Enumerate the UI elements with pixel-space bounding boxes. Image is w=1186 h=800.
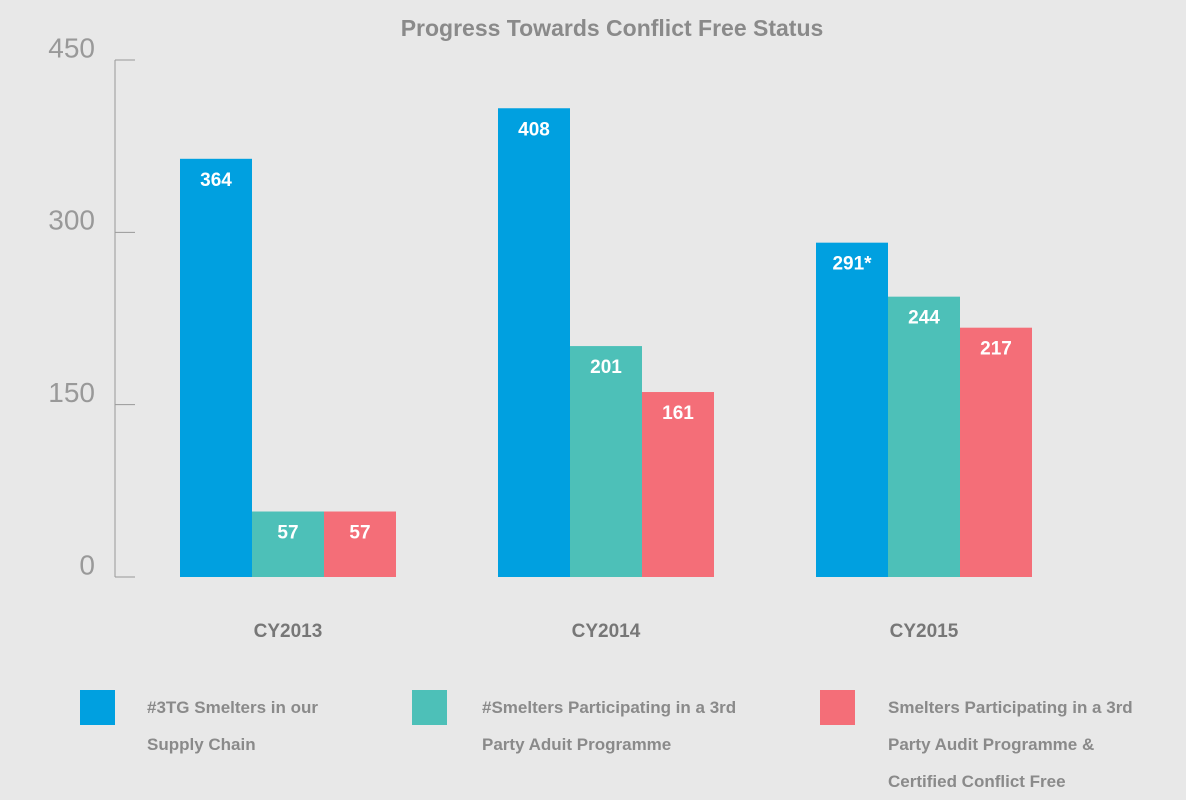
legend-swatch (80, 690, 115, 725)
bar (498, 108, 570, 578)
data-label: 291* (832, 254, 872, 275)
y-tick-label: 450 (48, 32, 95, 63)
data-label: 57 (349, 523, 370, 544)
bar (960, 327, 1032, 577)
bar (180, 158, 252, 577)
data-label: 201 (590, 357, 622, 378)
data-label: 217 (980, 339, 1012, 360)
data-label: 364 (200, 170, 232, 191)
bar (816, 242, 888, 577)
y-tick-label: 300 (48, 205, 95, 236)
legend-label: Smelters Participating in a 3rd Party Au… (888, 698, 1133, 791)
data-label: 57 (277, 523, 298, 544)
bar (324, 511, 396, 577)
legend-swatch (820, 690, 855, 725)
bar (642, 392, 714, 577)
chart-title: Progress Towards Conflict Free Status (401, 15, 824, 41)
legend-label: #Smelters Participating in a 3rd Party A… (482, 698, 737, 754)
data-label: 408 (518, 119, 550, 140)
bar (252, 511, 324, 577)
y-tick-label: 0 (79, 549, 95, 580)
y-tick-label: 150 (48, 377, 95, 408)
data-label: 244 (908, 308, 940, 329)
x-tick-label: CY2013 (254, 621, 323, 642)
x-tick-label: CY2014 (572, 621, 641, 642)
data-label: 161 (662, 403, 694, 424)
legend-swatch (412, 690, 447, 725)
bar (888, 296, 960, 577)
legend-label: #3TG Smelters in our Supply Chain (147, 698, 318, 754)
x-tick-label: CY2015 (890, 621, 959, 642)
bar (570, 346, 642, 577)
